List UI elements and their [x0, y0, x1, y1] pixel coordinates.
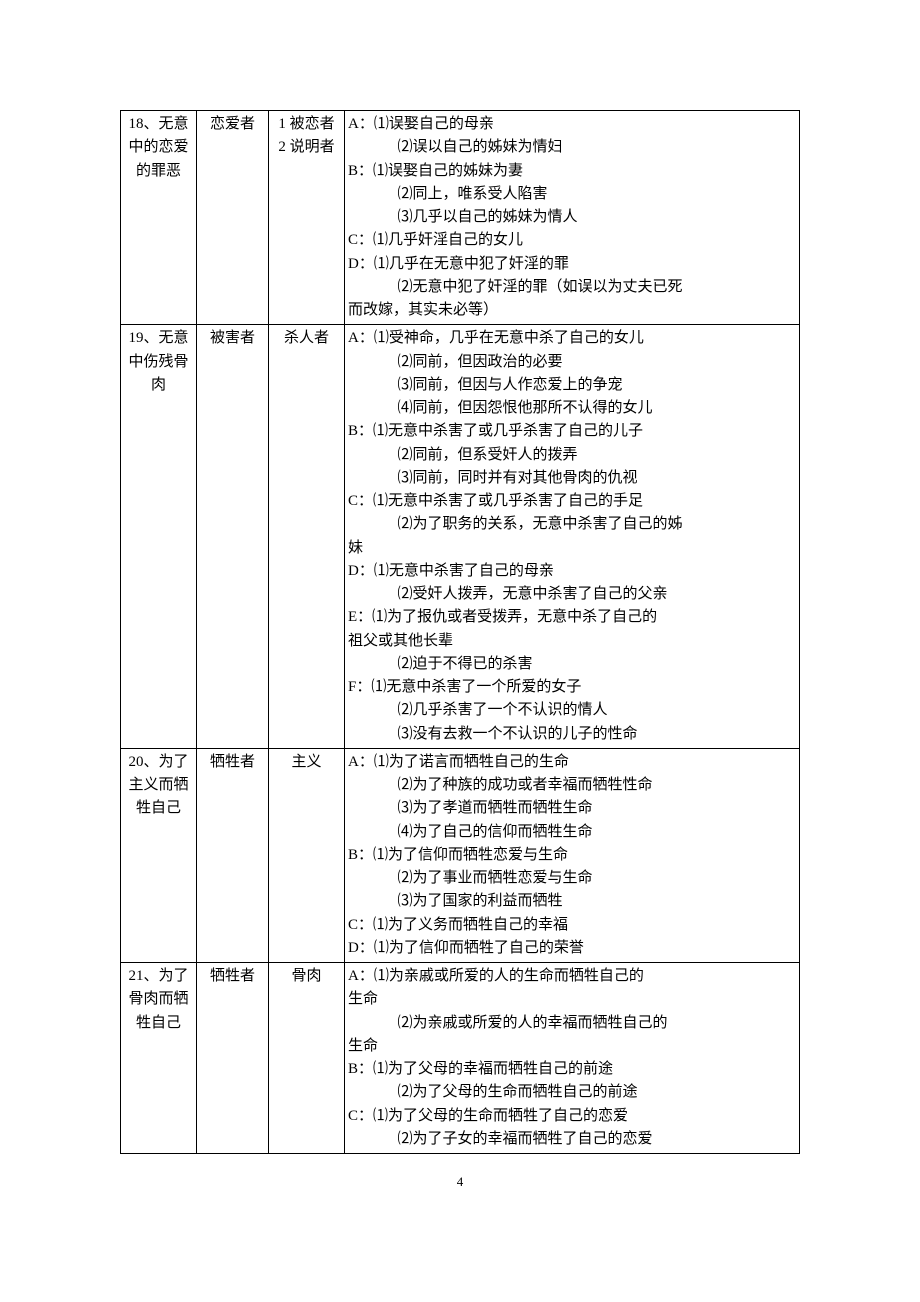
detail-line: ⑵同前，但因政治的必要	[348, 351, 796, 374]
detail-line: ⑷为了自己的信仰而牺牲生命	[348, 821, 796, 844]
detail-line: ⑵受奸人拨弄，无意中杀害了自己的父亲	[348, 583, 796, 606]
col-role1: 牺牲者	[197, 963, 269, 1154]
detail-line: A：⑴误娶自己的母亲	[348, 113, 796, 136]
col-role2: 杀人者	[269, 325, 345, 749]
detail-line: ⑵误以自己的姊妹为情妇	[348, 136, 796, 159]
detail-line: ⑶同前，同时并有对其他骨肉的仇视	[348, 467, 796, 490]
col-role1: 牺牲者	[197, 748, 269, 962]
detail-line: C：⑴为了父母的生命而牺牲了自己的恋爱	[348, 1105, 796, 1128]
col-role2: 骨肉	[269, 963, 345, 1154]
detail-line: B：⑴无意中杀害了或几乎杀害了自己的儿子	[348, 420, 796, 443]
detail-line: ⑶为了孝道而牺牲而牺牲生命	[348, 797, 796, 820]
col-title: 21、为了骨肉而牺牲自己	[121, 963, 197, 1154]
detail-line: D：⑴几乎在无意中犯了奸淫的罪	[348, 253, 796, 276]
detail-line: C：⑴几乎奸淫自己的女儿	[348, 229, 796, 252]
detail-line: ⑶几乎以自己的姊妹为情人	[348, 206, 796, 229]
table-row: 19、无意中伤残骨肉被害者杀人者A：⑴受神命，几乎在无意中杀了自己的女儿⑵同前，…	[121, 325, 800, 749]
detail-line: ⑵同前，但系受奸人的拨弄	[348, 444, 796, 467]
detail-line: ⑶没有去救一个不认识的儿子的性命	[348, 723, 796, 746]
detail-line: ⑵为了种族的成功或者幸福而牺牲性命	[348, 774, 796, 797]
detail-line: ⑵为亲戚或所爱的人的幸福而牺牲自己的	[348, 1012, 796, 1035]
detail-line: ⑵为了父母的生命而牺牲自己的前途	[348, 1081, 796, 1104]
detail-line: ⑶同前，但因与人作恋爱上的争宠	[348, 374, 796, 397]
table-row: 20、为了主义而牺牲自己牺牲者主义A：⑴为了诺言而牺牲自己的生命⑵为了种族的成功…	[121, 748, 800, 962]
table-row: 18、无意中的恋爱的罪恶恋爱者1 被恋者2 说明者A：⑴误娶自己的母亲⑵误以自己…	[121, 111, 800, 325]
detail-line: ⑵为了子女的幸福而牺牲了自己的恋爱	[348, 1128, 796, 1151]
detail-line: B：⑴误娶自己的姊妹为妻	[348, 160, 796, 183]
detail-line: ⑵为了职务的关系，无意中杀害了自己的姊	[348, 513, 796, 536]
detail-line: B：⑴为了信仰而牺牲恋爱与生命	[348, 844, 796, 867]
detail-line: 而改嫁，其实未必等）	[348, 299, 796, 322]
detail-line: A：⑴为亲戚或所爱的人的生命而牺牲自己的	[348, 965, 796, 988]
content-table: 18、无意中的恋爱的罪恶恋爱者1 被恋者2 说明者A：⑴误娶自己的母亲⑵误以自己…	[120, 110, 800, 1154]
detail-line: A：⑴为了诺言而牺牲自己的生命	[348, 751, 796, 774]
detail-line: A：⑴受神命，几乎在无意中杀了自己的女儿	[348, 327, 796, 350]
col-role1: 恋爱者	[197, 111, 269, 325]
detail-line: B：⑴为了父母的幸福而牺牲自己的前途	[348, 1058, 796, 1081]
col-role2: 主义	[269, 748, 345, 962]
detail-line: D：⑴为了信仰而牺牲了自己的荣誉	[348, 937, 796, 960]
detail-line: ⑶为了国家的利益而牺牲	[348, 890, 796, 913]
col-detail: A：⑴受神命，几乎在无意中杀了自己的女儿⑵同前，但因政治的必要⑶同前，但因与人作…	[345, 325, 800, 749]
detail-line: 妹	[348, 537, 796, 560]
table-row: 21、为了骨肉而牺牲自己牺牲者骨肉A：⑴为亲戚或所爱的人的生命而牺牲自己的生命⑵…	[121, 963, 800, 1154]
detail-line: ⑵几乎杀害了一个不认识的情人	[348, 699, 796, 722]
detail-line: ⑵为了事业而牺牲恋爱与生命	[348, 867, 796, 890]
detail-line: ⑵迫于不得已的杀害	[348, 653, 796, 676]
col-detail: A：⑴为了诺言而牺牲自己的生命⑵为了种族的成功或者幸福而牺牲性命⑶为了孝道而牺牲…	[345, 748, 800, 962]
col-detail: A：⑴为亲戚或所爱的人的生命而牺牲自己的生命⑵为亲戚或所爱的人的幸福而牺牲自己的…	[345, 963, 800, 1154]
page-number: 4	[120, 1172, 800, 1192]
detail-line: E：⑴为了报仇或者受拨弄，无意中杀了自己的	[348, 606, 796, 629]
detail-line: ⑵同上，唯系受人陷害	[348, 183, 796, 206]
detail-line: 生命	[348, 988, 796, 1011]
detail-line: C：⑴为了义务而牺牲自己的幸福	[348, 914, 796, 937]
detail-line: ⑵无意中犯了奸淫的罪（如误以为丈夫已死	[348, 276, 796, 299]
detail-line: F：⑴无意中杀害了一个所爱的女子	[348, 676, 796, 699]
col-role2: 1 被恋者2 说明者	[269, 111, 345, 325]
detail-line: C：⑴无意中杀害了或几乎杀害了自己的手足	[348, 490, 796, 513]
col-title: 18、无意中的恋爱的罪恶	[121, 111, 197, 325]
col-role1: 被害者	[197, 325, 269, 749]
col-title: 20、为了主义而牺牲自己	[121, 748, 197, 962]
detail-line: 生命	[348, 1035, 796, 1058]
col-title: 19、无意中伤残骨肉	[121, 325, 197, 749]
col-detail: A：⑴误娶自己的母亲⑵误以自己的姊妹为情妇B：⑴误娶自己的姊妹为妻⑵同上，唯系受…	[345, 111, 800, 325]
detail-line: ⑷同前，但因怨恨他那所不认得的女儿	[348, 397, 796, 420]
detail-line: 祖父或其他长辈	[348, 630, 796, 653]
detail-line: D：⑴无意中杀害了自己的母亲	[348, 560, 796, 583]
